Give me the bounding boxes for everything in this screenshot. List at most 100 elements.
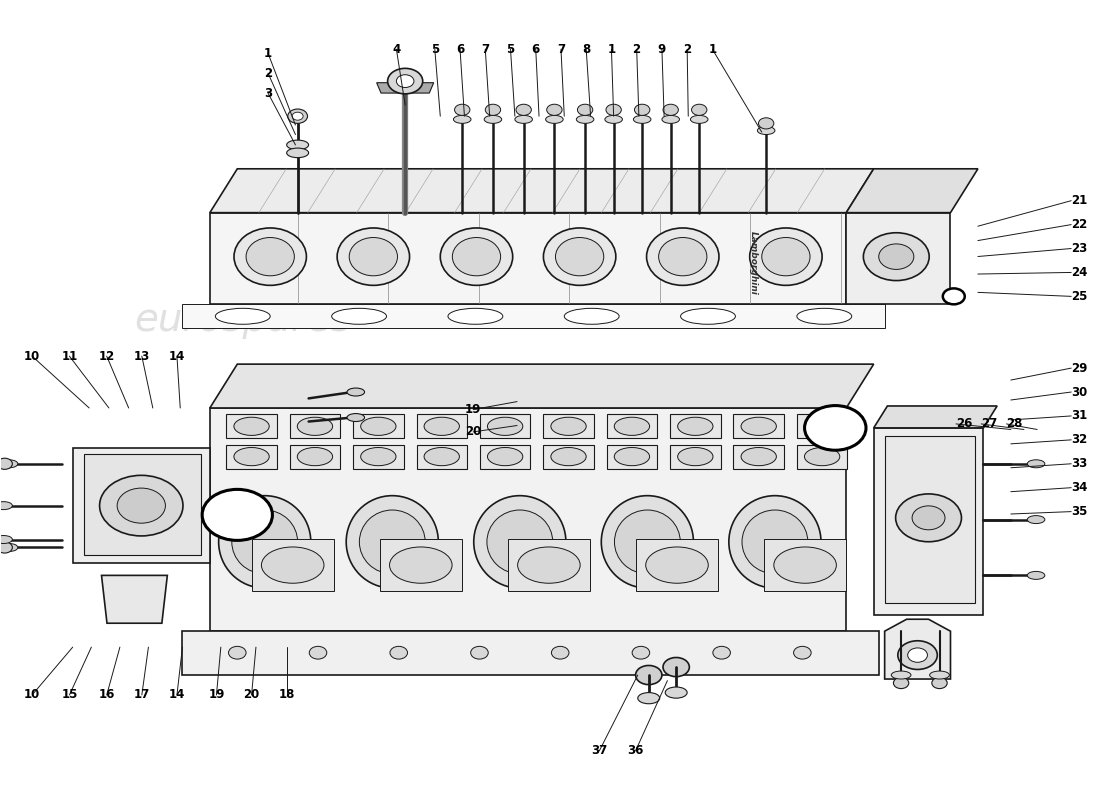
Text: 11: 11	[62, 350, 77, 362]
Circle shape	[396, 74, 414, 87]
Ellipse shape	[425, 418, 460, 435]
Text: 28: 28	[1006, 418, 1023, 430]
Ellipse shape	[638, 693, 660, 704]
Polygon shape	[873, 406, 997, 428]
Circle shape	[390, 646, 407, 659]
Circle shape	[932, 678, 947, 689]
Ellipse shape	[762, 238, 810, 276]
Text: 27: 27	[981, 418, 998, 430]
Polygon shape	[607, 445, 657, 469]
Text: eurospares: eurospares	[134, 302, 351, 339]
Ellipse shape	[0, 502, 12, 510]
Ellipse shape	[0, 460, 18, 468]
Polygon shape	[417, 414, 467, 438]
Text: 33: 33	[1071, 458, 1088, 470]
Circle shape	[202, 490, 273, 540]
Circle shape	[229, 646, 246, 659]
Text: 16: 16	[99, 689, 114, 702]
Ellipse shape	[546, 115, 563, 123]
Text: 24: 24	[1071, 266, 1088, 279]
Circle shape	[387, 68, 422, 94]
Ellipse shape	[297, 418, 332, 435]
Ellipse shape	[1027, 571, 1045, 579]
Circle shape	[912, 506, 945, 530]
Ellipse shape	[440, 228, 513, 286]
Ellipse shape	[349, 238, 397, 276]
Text: 9: 9	[658, 42, 666, 56]
Ellipse shape	[678, 447, 713, 466]
Circle shape	[692, 104, 707, 115]
Ellipse shape	[602, 496, 693, 588]
Circle shape	[898, 641, 937, 670]
Polygon shape	[873, 428, 983, 615]
Ellipse shape	[659, 238, 707, 276]
Bar	[183, 631, 879, 675]
Ellipse shape	[681, 308, 736, 324]
Ellipse shape	[930, 671, 949, 679]
Ellipse shape	[678, 418, 713, 435]
Ellipse shape	[234, 228, 307, 286]
Text: 2: 2	[683, 42, 691, 56]
Ellipse shape	[474, 496, 565, 588]
Ellipse shape	[425, 447, 460, 466]
Text: 7: 7	[557, 42, 565, 56]
Ellipse shape	[666, 687, 688, 698]
Circle shape	[288, 109, 308, 123]
Text: 21: 21	[1071, 194, 1088, 207]
Circle shape	[864, 233, 930, 281]
Ellipse shape	[1027, 515, 1045, 523]
Ellipse shape	[614, 418, 650, 435]
Ellipse shape	[742, 510, 807, 574]
Polygon shape	[210, 408, 846, 631]
Polygon shape	[480, 445, 530, 469]
Ellipse shape	[796, 308, 851, 324]
Circle shape	[895, 494, 961, 542]
Circle shape	[793, 646, 811, 659]
Ellipse shape	[0, 535, 12, 543]
Text: 19: 19	[208, 689, 224, 702]
Polygon shape	[734, 414, 784, 438]
Ellipse shape	[346, 496, 439, 588]
Bar	[84, 454, 201, 555]
Text: 4: 4	[393, 42, 400, 56]
Polygon shape	[480, 414, 530, 438]
Ellipse shape	[448, 308, 503, 324]
Ellipse shape	[452, 238, 500, 276]
Ellipse shape	[262, 547, 324, 583]
Polygon shape	[846, 213, 950, 304]
Text: 31: 31	[1071, 410, 1088, 422]
Ellipse shape	[389, 547, 452, 583]
Ellipse shape	[515, 115, 532, 123]
Circle shape	[908, 648, 927, 662]
Ellipse shape	[219, 496, 311, 588]
Text: 1: 1	[708, 42, 716, 56]
Text: 36: 36	[627, 744, 644, 758]
Ellipse shape	[634, 115, 651, 123]
Ellipse shape	[216, 308, 271, 324]
Polygon shape	[670, 445, 720, 469]
Ellipse shape	[232, 510, 298, 574]
Ellipse shape	[605, 115, 623, 123]
Ellipse shape	[576, 115, 594, 123]
Circle shape	[804, 406, 866, 450]
Circle shape	[663, 658, 690, 677]
Circle shape	[471, 646, 488, 659]
Text: 35: 35	[1071, 505, 1088, 518]
Circle shape	[454, 104, 470, 115]
Ellipse shape	[487, 418, 522, 435]
Polygon shape	[210, 169, 873, 213]
Ellipse shape	[484, 115, 502, 123]
Circle shape	[635, 104, 650, 115]
Ellipse shape	[287, 140, 309, 150]
Polygon shape	[607, 414, 657, 438]
Bar	[764, 539, 846, 591]
Circle shape	[309, 646, 327, 659]
Ellipse shape	[804, 447, 839, 466]
Ellipse shape	[487, 447, 522, 466]
Circle shape	[578, 104, 593, 115]
Text: 2: 2	[264, 66, 272, 80]
Text: 3: 3	[264, 86, 272, 99]
Bar	[636, 539, 718, 591]
Polygon shape	[210, 364, 873, 408]
Ellipse shape	[750, 228, 822, 286]
